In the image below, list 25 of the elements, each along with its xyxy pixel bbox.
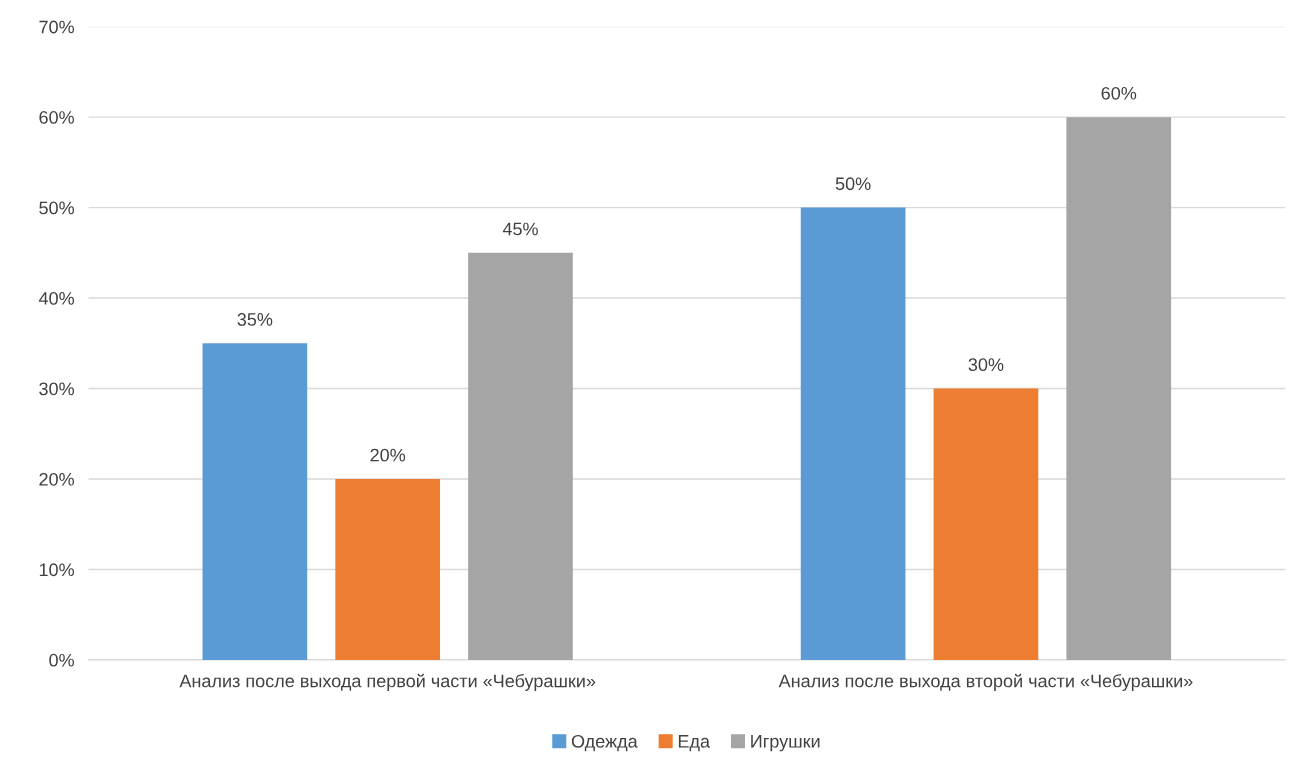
y-tick-label: 50% bbox=[39, 201, 75, 215]
y-tick-label: 70% bbox=[39, 20, 75, 34]
legend-label: Еда bbox=[678, 735, 711, 752]
data-label: 45% bbox=[502, 222, 538, 236]
y-tick-label: 60% bbox=[39, 111, 75, 124]
data-label: 30% bbox=[968, 358, 1004, 372]
data-label: 60% bbox=[1101, 86, 1137, 100]
legend-label: Одежда bbox=[571, 734, 638, 752]
legend-label: Игрушки bbox=[751, 735, 820, 752]
data-label: 50% bbox=[835, 177, 871, 191]
bar bbox=[202, 343, 308, 660]
y-tick-label: 40% bbox=[38, 291, 75, 305]
y-tick-label: 20% bbox=[39, 472, 75, 486]
data-label: 20% bbox=[370, 448, 406, 462]
y-tick-label: 10% bbox=[39, 563, 75, 577]
bar bbox=[335, 478, 441, 660]
bar bbox=[1066, 117, 1172, 660]
bar bbox=[933, 388, 1039, 660]
x-tick-label: Анализ после выхода второй части «Чебурашки» bbox=[778, 673, 1193, 691]
y-tick-label: 0% bbox=[49, 653, 74, 667]
x-tick-label: Анализ после выхода первой части «Чебурашки» bbox=[179, 673, 596, 691]
bar bbox=[468, 252, 573, 660]
y-tick-label: 30% bbox=[39, 382, 75, 396]
bar bbox=[800, 207, 906, 660]
data-label: 35% bbox=[237, 313, 273, 326]
